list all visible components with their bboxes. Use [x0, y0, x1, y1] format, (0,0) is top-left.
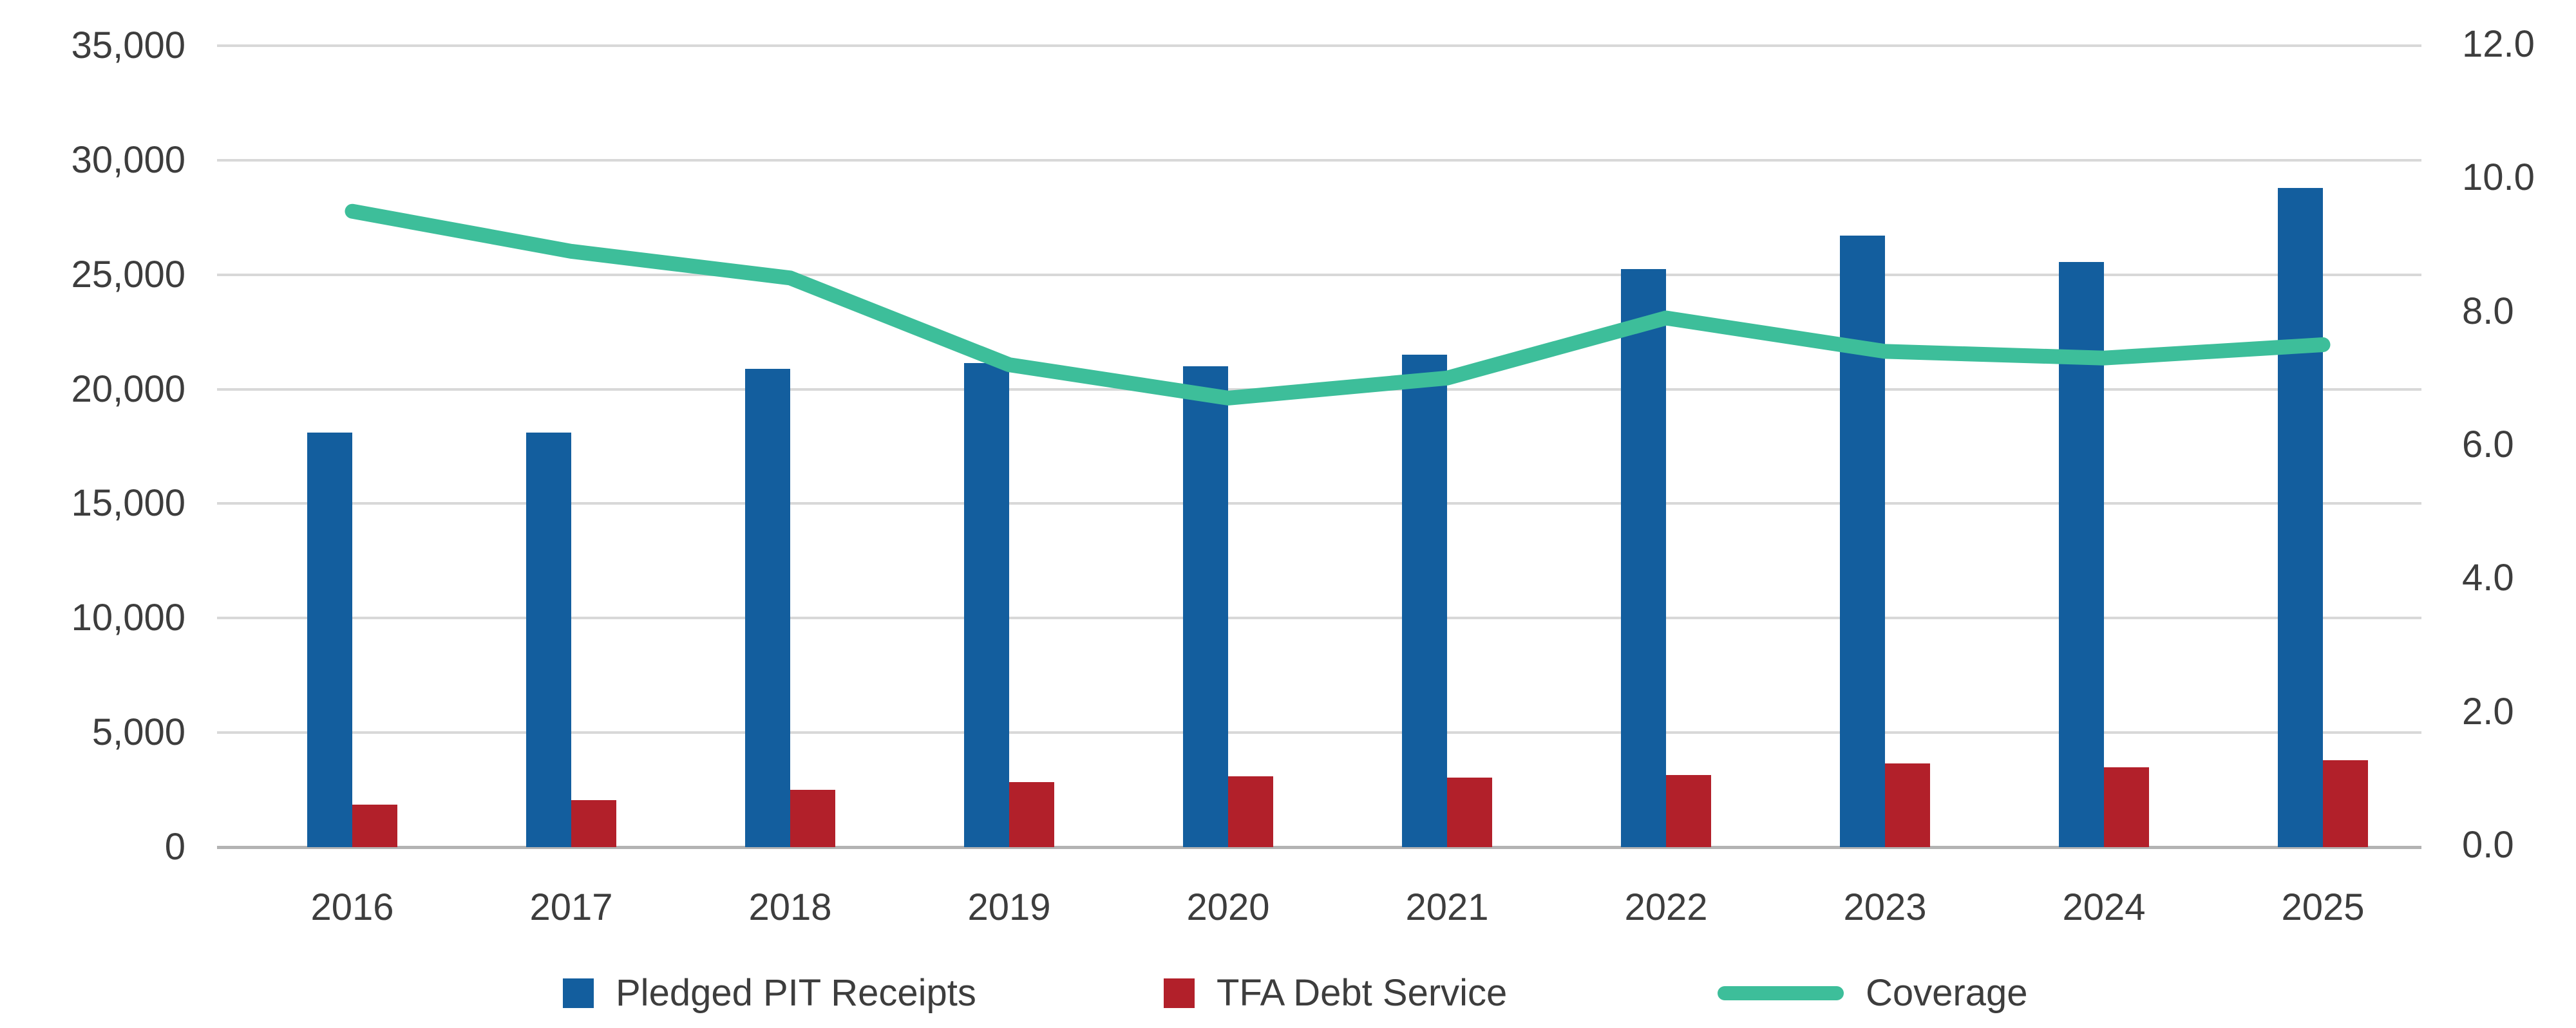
y-axis-left-tick: 20,000 — [71, 368, 185, 410]
y-axis-left-tick: 15,000 — [71, 482, 185, 525]
legend-item-pledged-pit-receipts: Pledged PIT Receipts — [563, 974, 976, 1013]
pledged-pit-receipts-swatch-icon — [563, 978, 594, 1008]
bar-pledged-pit-receipts-2021 — [1402, 355, 1447, 847]
gridline — [217, 44, 2421, 47]
y-axis-right-tick: 2.0 — [2462, 690, 2514, 733]
bar-tfa-debt-service-2018 — [790, 790, 835, 847]
x-axis-label-2021: 2021 — [1405, 886, 1489, 928]
legend-label-tfa-debt-service: TFA Debt Service — [1217, 972, 1508, 1014]
y-axis-left-tick: 25,000 — [71, 253, 185, 295]
x-axis-label-2017: 2017 — [529, 886, 613, 928]
x-axis-label-2016: 2016 — [310, 886, 394, 928]
bar-tfa-debt-service-2024 — [2104, 767, 2149, 847]
bar-pledged-pit-receipts-2025 — [2278, 187, 2323, 847]
bar-tfa-debt-service-2025 — [2323, 760, 2368, 847]
bar-tfa-debt-service-2017 — [571, 800, 616, 847]
bar-tfa-debt-service-2021 — [1447, 777, 1492, 847]
bar-pledged-pit-receipts-2018 — [745, 368, 790, 847]
x-axis-label-2025: 2025 — [2281, 886, 2365, 928]
bar-tfa-debt-service-2016 — [352, 805, 397, 847]
y-axis-left-tick: 5,000 — [91, 711, 185, 754]
legend-item-coverage: Coverage — [1718, 974, 2027, 1013]
x-axis-label-2019: 2019 — [967, 886, 1051, 928]
legend-label-coverage: Coverage — [1866, 972, 2028, 1014]
bar-pledged-pit-receipts-2017 — [526, 433, 571, 847]
x-axis-label-2018: 2018 — [748, 886, 832, 928]
bar-pledged-pit-receipts-2020 — [1183, 366, 1228, 847]
x-axis-label-2023: 2023 — [1843, 886, 1927, 928]
x-axis-label-2024: 2024 — [2062, 886, 2146, 928]
bar-tfa-debt-service-2023 — [1885, 763, 1930, 847]
bar-pledged-pit-receipts-2023 — [1840, 236, 1885, 847]
bar-pledged-pit-receipts-2022 — [1621, 268, 1666, 847]
y-axis-right-tick: 8.0 — [2462, 290, 2514, 332]
legend-item-tfa-debt-service: TFA Debt Service — [1164, 974, 1507, 1013]
bar-tfa-debt-service-2020 — [1228, 776, 1273, 847]
gridline — [217, 158, 2421, 162]
gridline — [217, 617, 2421, 620]
tfa-debt-service-swatch-icon — [1164, 978, 1195, 1008]
gridline — [217, 502, 2421, 505]
x-axis-baseline — [217, 845, 2421, 849]
bar-pledged-pit-receipts-2024 — [2059, 262, 2104, 847]
legend-label-pledged-pit-receipts: Pledged PIT Receipts — [616, 972, 976, 1014]
gridline — [217, 731, 2421, 734]
coverage-line-swatch-icon — [1718, 986, 1844, 1000]
y-axis-right-tick: 4.0 — [2462, 557, 2514, 599]
bar-pledged-pit-receipts-2016 — [307, 433, 352, 847]
y-axis-right-tick: 10.0 — [2462, 156, 2535, 199]
bar-tfa-debt-service-2019 — [1009, 781, 1054, 847]
x-axis-label-2022: 2022 — [1624, 886, 1708, 928]
x-axis-label-2020: 2020 — [1186, 886, 1270, 928]
bar-tfa-debt-service-2022 — [1666, 774, 1711, 847]
y-axis-right-tick: 0.0 — [2462, 824, 2514, 866]
y-axis-left-tick: 35,000 — [71, 24, 185, 66]
y-axis-left-tick: 0 — [164, 826, 185, 868]
coverage-line — [345, 203, 2331, 406]
y-axis-left-tick: 30,000 — [71, 138, 185, 181]
y-axis-left-tick: 10,000 — [71, 597, 185, 639]
bar-pledged-pit-receipts-2019 — [964, 362, 1009, 847]
y-axis-right-tick: 6.0 — [2462, 424, 2514, 465]
y-axis-right-tick: 12.0 — [2462, 23, 2535, 65]
